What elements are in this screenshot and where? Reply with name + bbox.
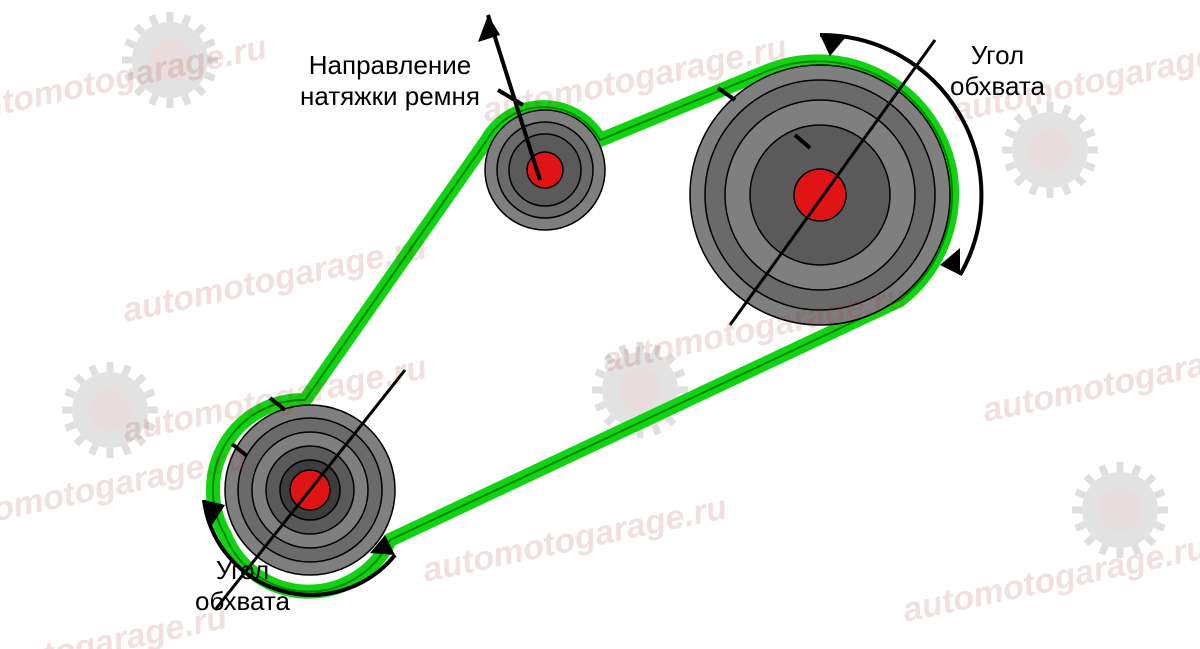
belt-diagram [0, 0, 1200, 649]
